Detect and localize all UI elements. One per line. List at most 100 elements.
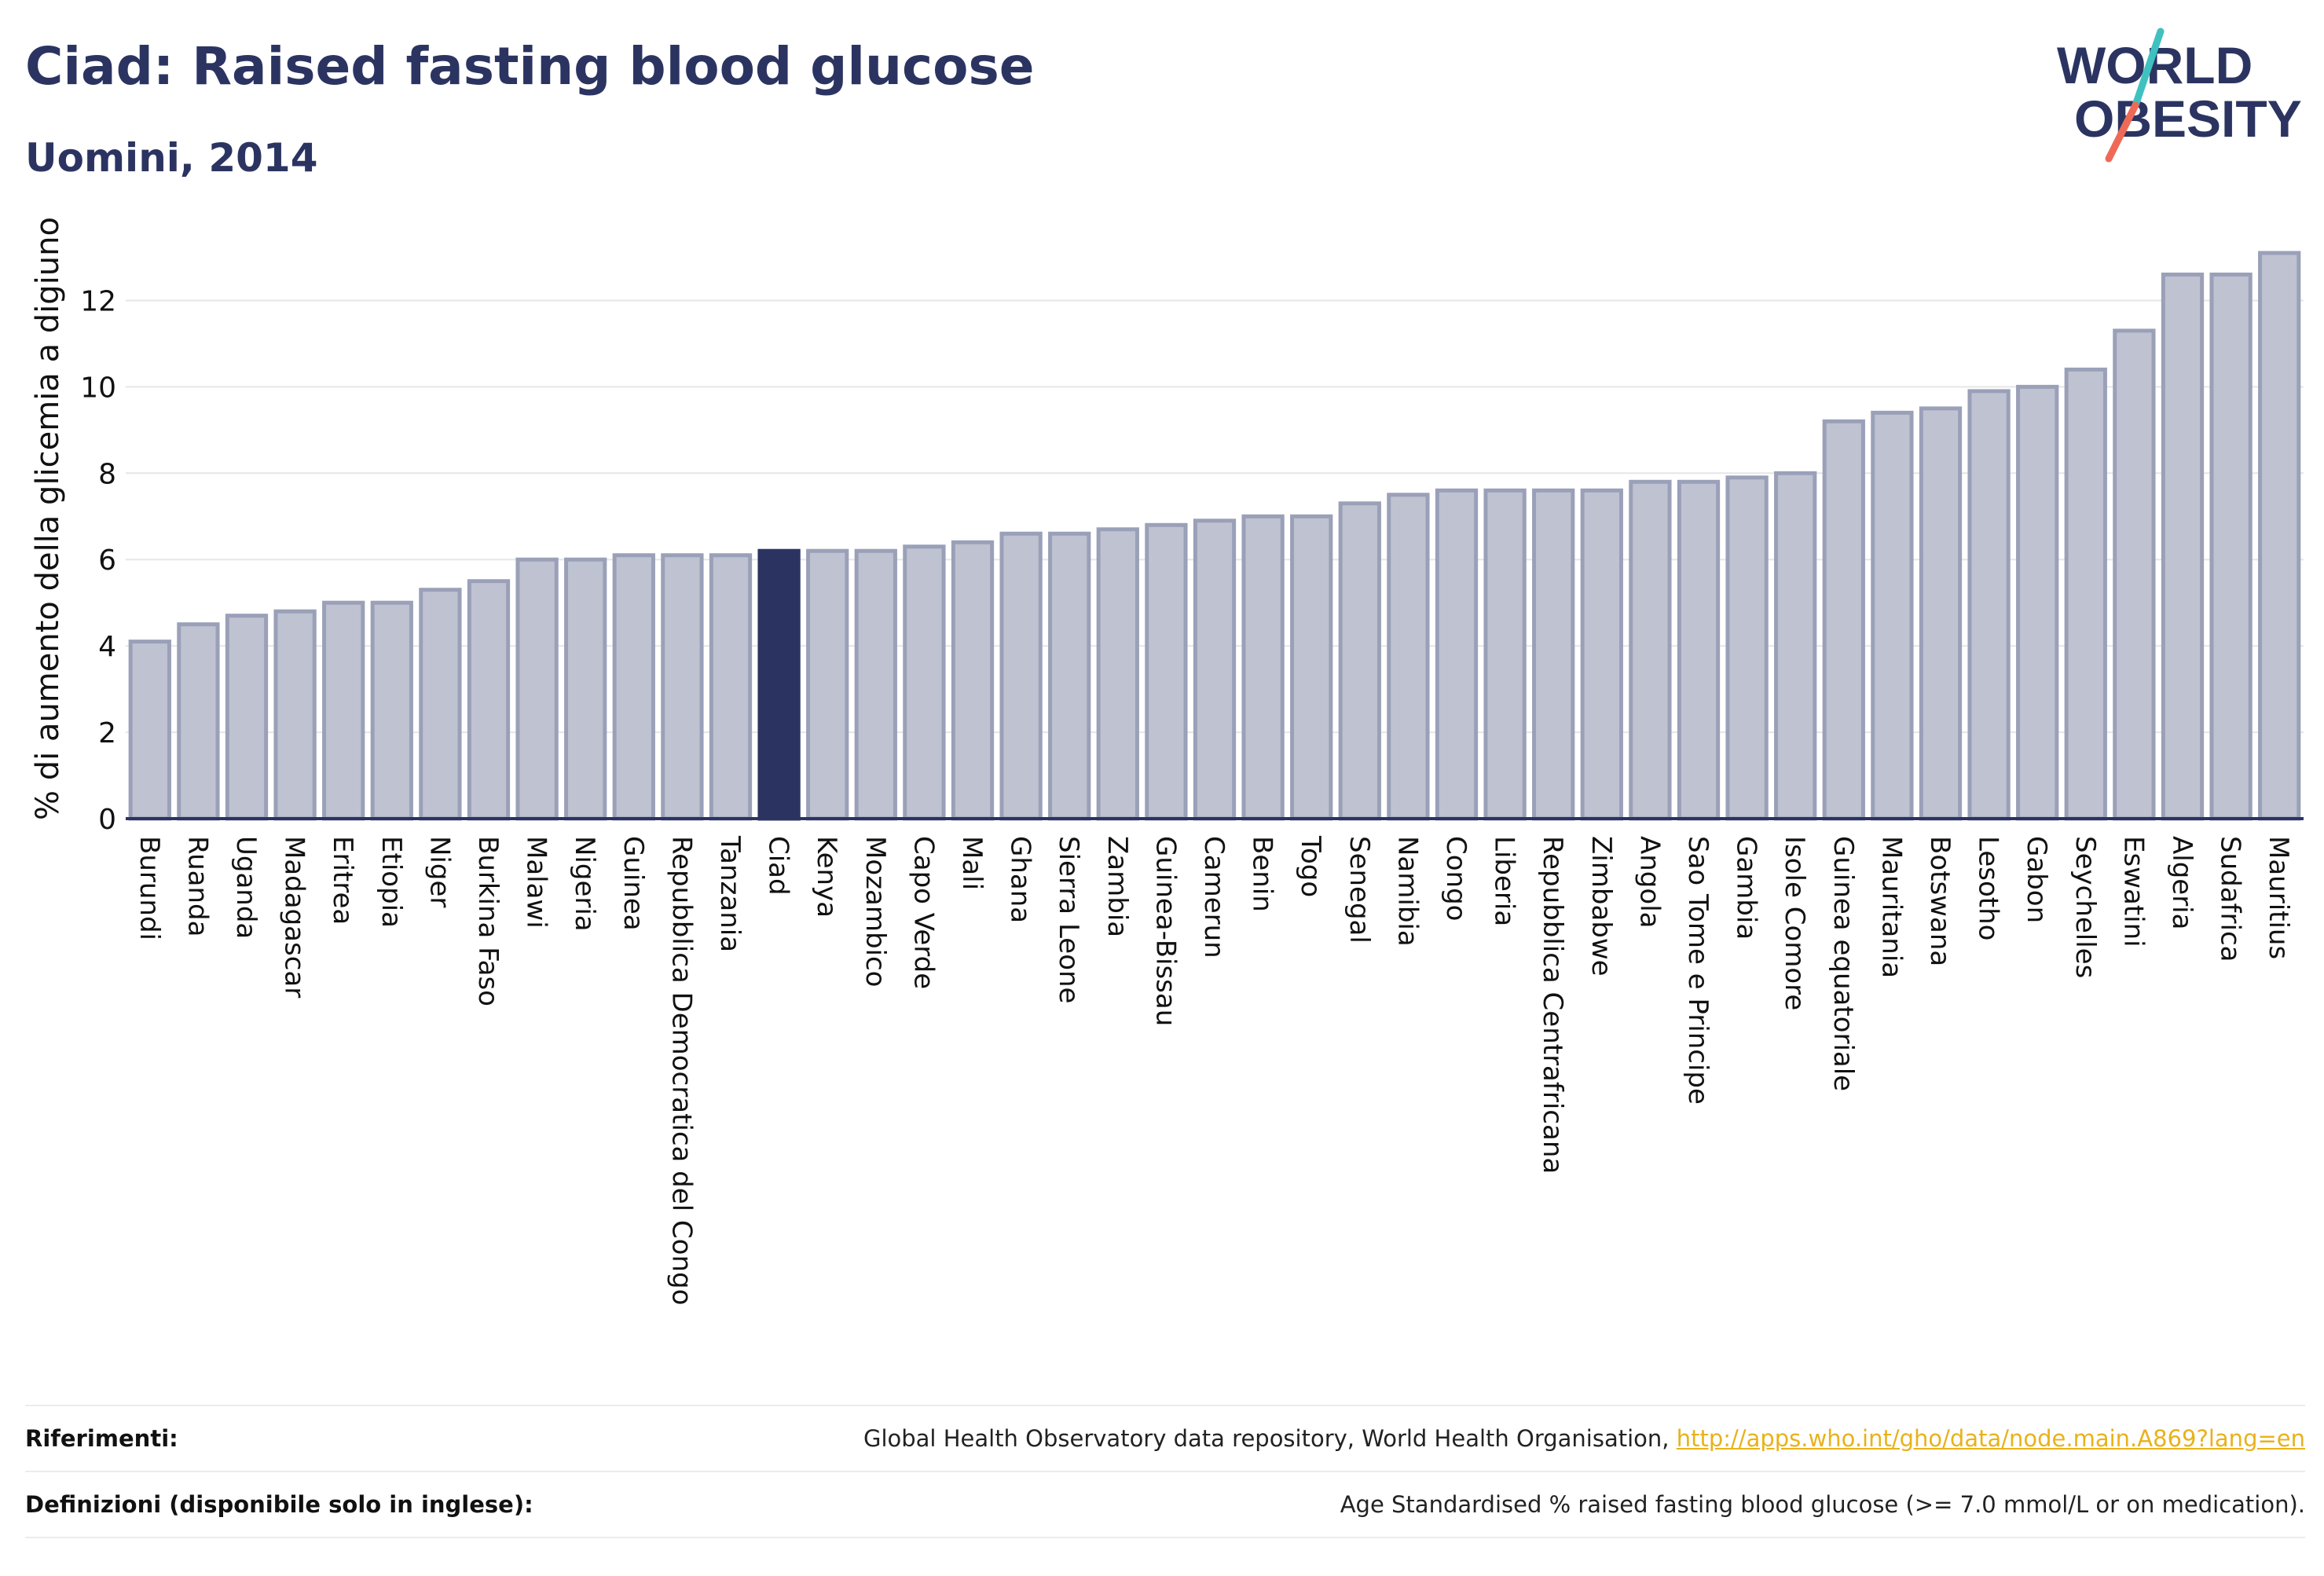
y-ticks: 0 2 4 6 8 10 12 (80, 285, 116, 836)
bar (854, 548, 897, 821)
x-tick-label: Ruanda (181, 836, 213, 936)
references-text: Global Health Observatory data repositor… (863, 1425, 1677, 1452)
bar (564, 557, 607, 821)
bar (1387, 493, 1430, 821)
x-tick-label: Etiopia (376, 836, 407, 928)
x-tick-label: Seychelles (2069, 836, 2101, 978)
x-tick-label: Senegal (1343, 836, 1375, 944)
x-tick-label: Gambia (1731, 836, 1762, 940)
footer: Riferimenti: Global Health Observatory d… (25, 1405, 2305, 1538)
bar (1967, 389, 2011, 821)
x-tick-label: Angola (1633, 836, 1665, 928)
y-tick-label: 2 (98, 717, 116, 750)
x-tick-label: Madagascar (279, 836, 310, 998)
bar (1048, 531, 1091, 821)
x-tick-label: Togo (1295, 835, 1326, 897)
bar (1435, 488, 1479, 821)
x-tick-labels: Burundi Ruanda Uganda Madagascar Eritrea Etio… (134, 835, 2294, 1305)
bar (1483, 488, 1527, 821)
x-tick-label: Niger (423, 836, 455, 907)
bar (1919, 406, 1963, 821)
world-obesity-logo: WORLD OBESITY (2057, 27, 2302, 163)
x-tick-label: Repubblica Democratica del Congo (665, 836, 697, 1305)
y-tick-label: 0 (98, 804, 116, 836)
x-tick-label: Algeria (2166, 836, 2198, 929)
x-tick-label: Zambia (1102, 836, 1133, 937)
x-tick-label: Mauritania (1875, 836, 1907, 978)
x-tick-label: Kenya (811, 836, 842, 918)
x-tick-label: Tanzania (714, 835, 746, 952)
x-tick-label: Mali (956, 836, 988, 890)
x-tick-label: Eritrea (327, 836, 358, 925)
x-tick-label: Namibia (1391, 836, 1423, 947)
x-tick-label: Camerun (1198, 836, 1230, 958)
x-tick-label: Sudafrica (2215, 836, 2246, 962)
bar (1822, 419, 1865, 821)
bar (806, 548, 849, 821)
logo-slash-teal (2132, 27, 2165, 109)
bar (1725, 475, 1769, 821)
x-tick-label: Lesotho (1973, 836, 2004, 940)
x-tick-label: Capo Verde (907, 836, 939, 989)
bar (1629, 479, 1672, 821)
bars (128, 251, 2301, 821)
x-tick-label: Isole Comore (1779, 836, 1810, 1010)
x-tick-label: Burkina Faso (472, 836, 504, 1006)
x-tick-label: Congo (1440, 836, 1472, 921)
bar (1096, 527, 1139, 821)
bar (661, 553, 704, 821)
logo-slash-coral (2105, 101, 2139, 163)
bar (709, 553, 753, 821)
references-link[interactable]: http://apps.who.int/gho/data/node.main.A… (1676, 1425, 2305, 1452)
x-tick-label: Mauritius (2263, 836, 2294, 959)
bar (2113, 328, 2156, 821)
y-axis-label: % di aumento della glicemia a digiuno (30, 217, 66, 820)
bar (2258, 251, 2301, 821)
x-tick-label: Sao Tome e Principe (1682, 836, 1714, 1105)
x-tick-label: Eswatini (2117, 836, 2149, 947)
bar (2161, 272, 2205, 821)
bar-highlight (757, 548, 801, 821)
x-tick-label: Benin (1247, 836, 1278, 912)
bar (370, 600, 413, 821)
references-label: Riferimenti: (25, 1425, 178, 1452)
x-tick-label: Malawi (521, 836, 552, 929)
bar (903, 544, 946, 821)
bar (467, 579, 511, 821)
y-tick-label: 10 (80, 372, 116, 404)
x-tick-label: Guinea equatoriale (1827, 836, 1859, 1091)
bar (1871, 410, 1914, 821)
x-tick-label: Burundi (134, 836, 165, 940)
bar-chart: 0 2 4 6 8 10 12 Burundi Ruanda Uganda Madagascar E… (30, 217, 2304, 1305)
bar (2209, 272, 2253, 821)
x-tick-label: Guinea (618, 836, 649, 931)
bar (1532, 488, 1575, 821)
bar (951, 540, 995, 821)
bar (515, 557, 559, 821)
bar (1774, 471, 1817, 821)
bar (1338, 501, 1381, 821)
bar (612, 553, 655, 821)
y-tick-label: 4 (98, 631, 116, 663)
bar (419, 588, 462, 821)
x-tick-label: Mozambico (860, 836, 891, 987)
x-tick-label: Ciad (763, 836, 794, 896)
x-tick-label: Gabon (2021, 836, 2052, 923)
chart-subtitle: Uomini, 2014 (25, 135, 318, 181)
bar (322, 600, 365, 821)
definitions-label: Definizioni (disponibile solo in inglese… (25, 1491, 533, 1518)
bar (225, 614, 269, 821)
bar (1677, 479, 1721, 821)
definitions-text: Age Standardised % raised fasting blood … (1340, 1491, 2305, 1518)
bar (177, 622, 220, 821)
bar (1290, 514, 1333, 821)
x-tick-label: Botswana (1924, 836, 1956, 966)
y-tick-label: 6 (98, 544, 116, 577)
x-tick-label: Repubblica Centrafricana (1537, 836, 1568, 1174)
x-tick-label: Liberia (1489, 836, 1520, 926)
bar (1193, 519, 1237, 821)
y-tick-label: 12 (80, 285, 116, 317)
bar (999, 531, 1043, 821)
x-tick-label: Sierra Leone (1053, 836, 1084, 1003)
x-tick-label: Uganda (230, 836, 262, 939)
